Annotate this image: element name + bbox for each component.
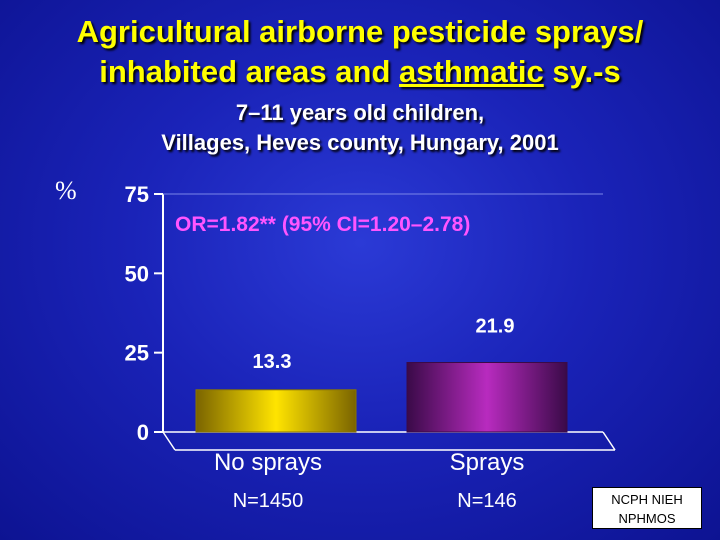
chart-title: Agricultural airborne pesticide sprays/ …: [0, 12, 720, 92]
x-category-label-2: Sprays: [450, 449, 525, 476]
y-tick-label: 50: [125, 261, 149, 286]
y-tick-label: 75: [125, 182, 149, 207]
y-axis-unit: %: [55, 176, 77, 205]
subtitle-line-2: Villages, Heves county, Hungary, 2001: [161, 130, 559, 155]
subtitle-line-1: 7–11 years old children,: [235, 100, 485, 125]
x-axis-left-edge: [162, 431, 176, 451]
bar-2: [406, 362, 568, 433]
data-label-1: 13.3: [253, 351, 292, 373]
y-tick-label: 0: [137, 420, 149, 445]
x-category-label-1: No sprays: [214, 449, 322, 476]
footer-line-1: NCPH NIEH: [611, 492, 683, 507]
title-line-1: Agricultural airborne pesticide sprays/: [76, 14, 644, 49]
title-line-2-post: sy.-s: [543, 54, 621, 89]
title-line-2: inhabited areas and asthmatic sy.-s: [0, 52, 720, 92]
footer-badge: NCPH NIEH NPHMOS: [592, 487, 702, 529]
data-label-2: 21.9: [476, 316, 515, 338]
chart-labels: 13.3 No sprays N=1450 21.9 Sprays N=146 OR=1.8…: [175, 213, 524, 512]
title-line-2-pre: inhabited areas and: [99, 54, 400, 89]
chart-subtitle: 7–11 years old children, Villages, Heves…: [0, 98, 720, 158]
sample-size-label-2: N=146: [457, 490, 517, 512]
x-axis-right-edge: [602, 431, 616, 451]
bar-1: [195, 389, 357, 433]
title-underlined-word: asthmatic: [399, 54, 544, 89]
odds-ratio-annotation: OR=1.82** (95% CI=1.20–2.78): [175, 213, 470, 236]
y-tick-label: 25: [125, 341, 149, 366]
footer-line-2: NPHMOS: [618, 511, 676, 526]
chart-bars: [195, 362, 568, 433]
sample-size-label-1: N=1450: [233, 490, 304, 512]
